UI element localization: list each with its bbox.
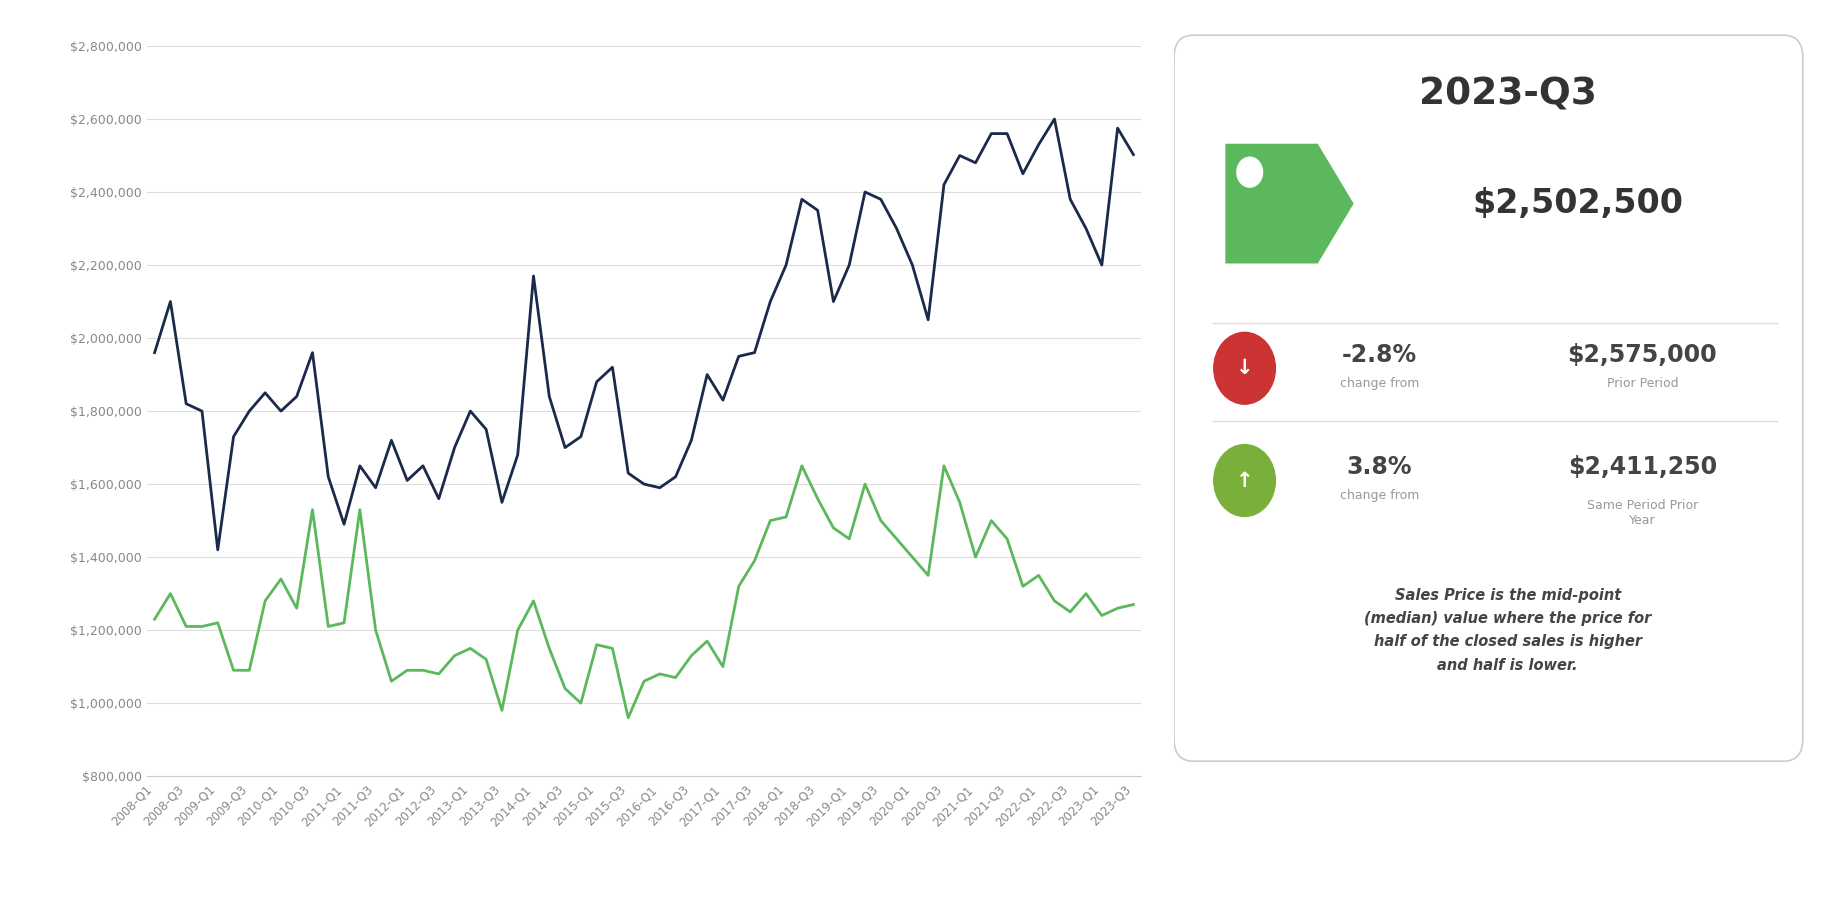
Text: 2023-Q3: 2023-Q3	[1420, 77, 1597, 113]
Text: change from: change from	[1339, 377, 1420, 390]
Circle shape	[1236, 157, 1262, 188]
Text: -2.8%: -2.8%	[1342, 343, 1418, 367]
Polygon shape	[1225, 144, 1353, 263]
Circle shape	[1214, 333, 1275, 404]
Text: ↑: ↑	[1236, 470, 1253, 491]
Text: Sales Price is the mid-point
(median) value where the price for
half of the clos: Sales Price is the mid-point (median) va…	[1364, 588, 1651, 673]
Text: $2,575,000: $2,575,000	[1568, 343, 1717, 367]
Text: Prior Period: Prior Period	[1607, 377, 1678, 390]
Text: $2,502,500: $2,502,500	[1473, 187, 1684, 220]
Circle shape	[1214, 444, 1275, 517]
Text: Same Period Prior
Year: Same Period Prior Year	[1586, 499, 1698, 527]
FancyBboxPatch shape	[1174, 35, 1803, 761]
Text: 3.8%: 3.8%	[1346, 455, 1412, 479]
Text: change from: change from	[1339, 489, 1420, 502]
Text: ↓: ↓	[1236, 359, 1253, 378]
Text: $2,411,250: $2,411,250	[1568, 455, 1717, 479]
